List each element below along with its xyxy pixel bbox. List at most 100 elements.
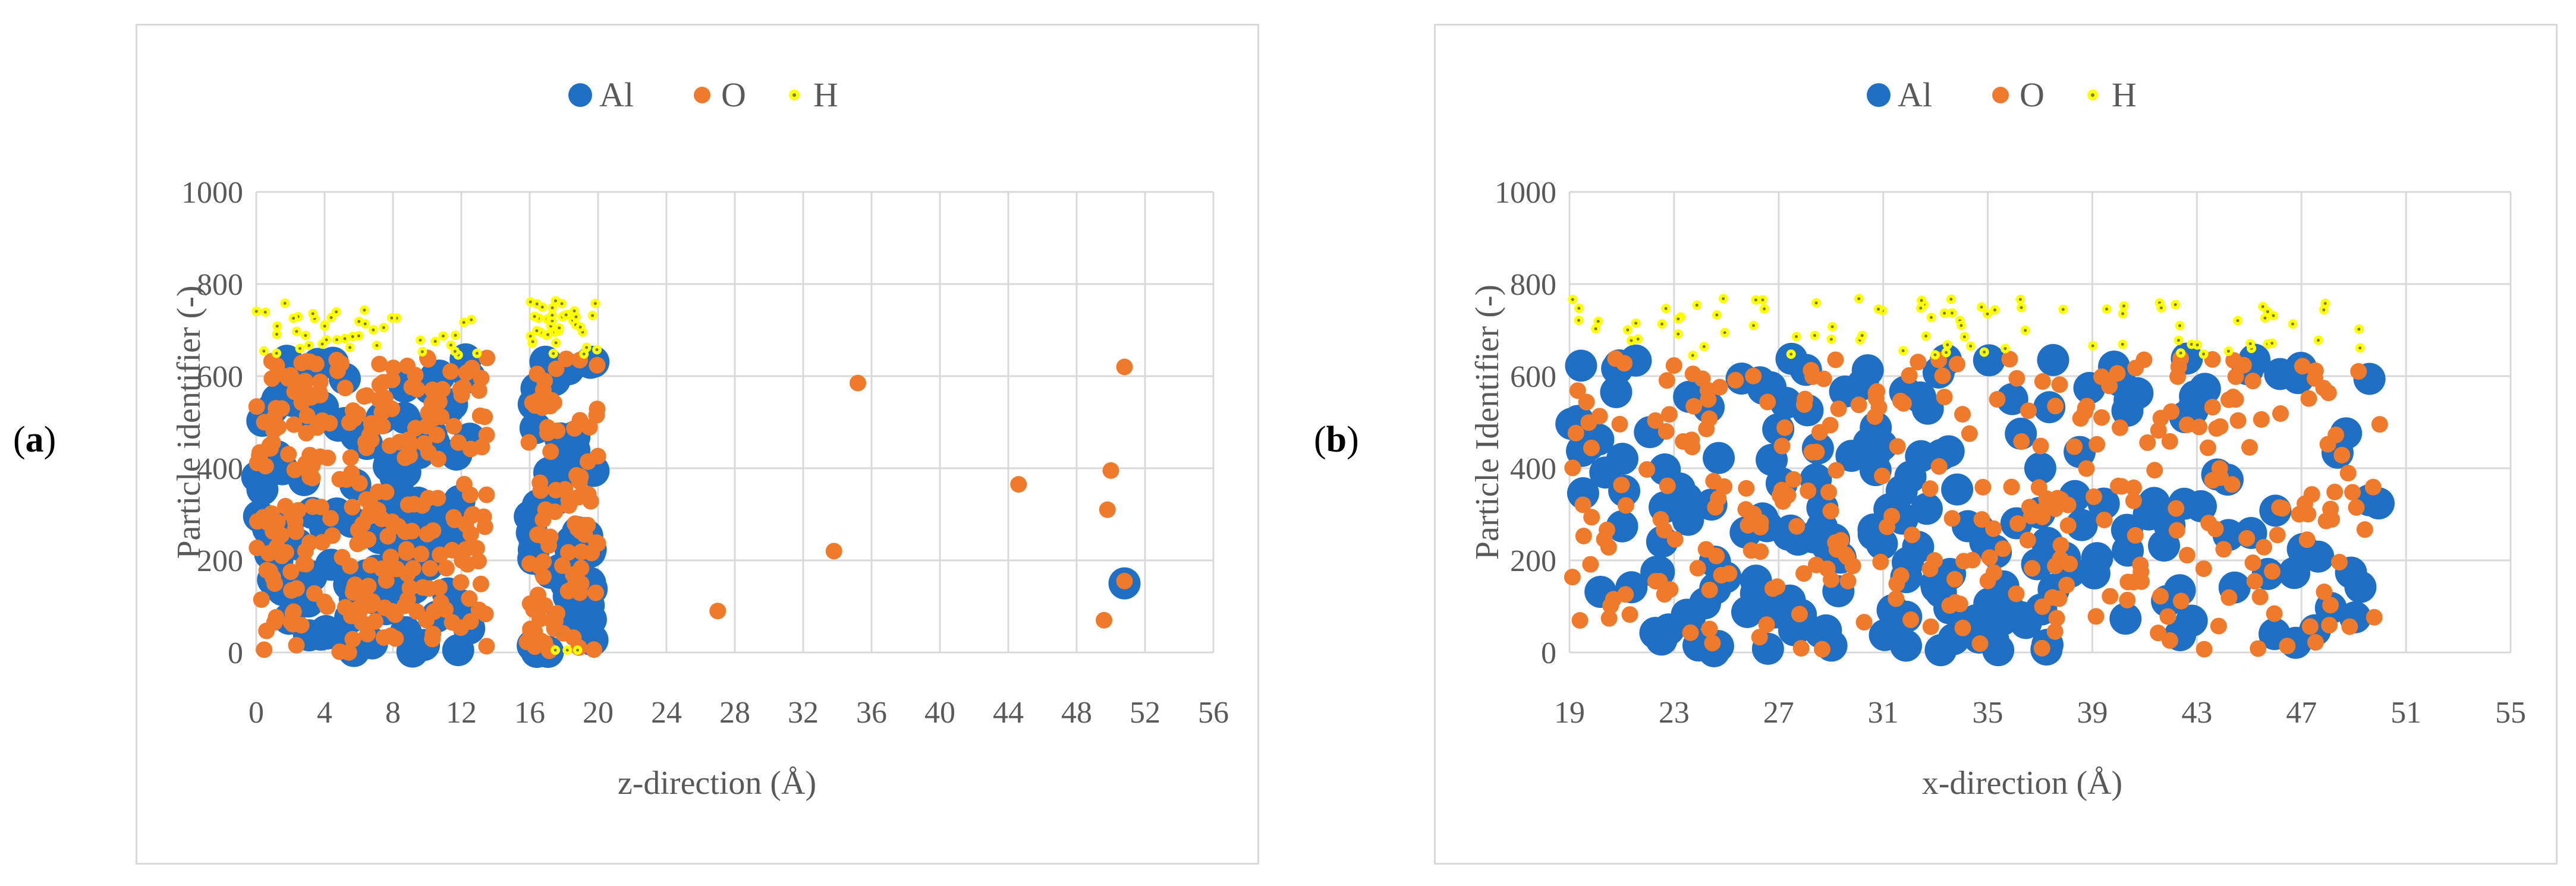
point-center-H: [1814, 301, 1818, 305]
point-O: [1116, 358, 1133, 376]
point-center-H: [298, 346, 302, 350]
point-O: [344, 402, 361, 419]
point-O: [1947, 594, 1964, 611]
point-O: [2085, 488, 2102, 505]
point-O: [344, 630, 361, 648]
point-O: [2356, 521, 2373, 538]
point-center-H: [262, 349, 266, 353]
point-O: [389, 518, 407, 535]
point-O: [446, 511, 463, 528]
point-O: [2066, 438, 2083, 455]
point-center-H: [576, 648, 579, 652]
point-O: [461, 590, 478, 607]
point-center-H: [470, 318, 473, 321]
legend-label-O: O: [721, 75, 746, 114]
point-O: [1866, 408, 1883, 425]
point-O: [1771, 487, 1788, 504]
point-center-H: [1571, 298, 1574, 301]
point-center-H: [329, 316, 333, 320]
point-O: [256, 414, 273, 431]
y-tick-label: 1000: [181, 176, 243, 210]
point-O: [316, 593, 333, 610]
point-O: [2300, 390, 2317, 407]
x-tick-label: 56: [1198, 696, 1229, 730]
point-O: [2298, 531, 2316, 548]
point-center-H: [565, 648, 569, 652]
point-O: [2307, 362, 2324, 379]
point-O: [2204, 399, 2221, 416]
point-center-H: [453, 349, 457, 353]
point-O: [2152, 588, 2169, 605]
point-O: [585, 641, 602, 658]
point-center-H: [1715, 313, 1719, 317]
point-Al: [1941, 473, 1974, 506]
point-center-H: [351, 335, 354, 338]
x-axis-title: x-direction (Å): [1922, 765, 2122, 802]
point-center-H: [1962, 335, 1966, 339]
point-center-H: [573, 309, 576, 313]
point-O: [2132, 573, 2150, 590]
point-O: [1611, 415, 1628, 433]
point-O: [533, 632, 550, 649]
point-center-H: [552, 352, 555, 355]
point-O: [2253, 411, 2270, 428]
point-O: [1710, 490, 1727, 507]
point-O: [2013, 433, 2030, 450]
point-center-H: [1596, 320, 1600, 323]
point-O: [1564, 459, 1581, 477]
point-O: [2150, 625, 2167, 642]
point-Al: [2184, 490, 2217, 522]
point-center-H: [1950, 311, 1954, 315]
point-O: [2364, 478, 2382, 496]
point-O: [1921, 560, 1939, 578]
point-O: [2087, 608, 2105, 625]
point-O: [2139, 434, 2156, 451]
point-center-H: [1594, 327, 1597, 330]
point-O: [1803, 444, 1820, 461]
point-Al: [1858, 437, 1891, 470]
point-O: [253, 591, 270, 608]
point-center-H: [1722, 297, 1725, 301]
point-O: [2294, 358, 2311, 375]
point-O: [261, 437, 278, 454]
point-O: [321, 415, 338, 432]
point-O: [2024, 560, 2041, 577]
point-O: [263, 505, 280, 522]
point-O: [588, 406, 605, 424]
point-center-H: [1636, 338, 1640, 341]
point-O: [2058, 576, 2075, 594]
point-O: [2271, 499, 2288, 516]
point-O: [374, 418, 391, 435]
point-center-H: [2003, 346, 2007, 350]
point-O: [534, 568, 552, 585]
point-O: [1981, 549, 1998, 566]
point-center-H: [1634, 321, 1638, 325]
point-center-H: [295, 330, 298, 333]
point-center-H: [2179, 351, 2182, 355]
point-O: [571, 584, 589, 601]
point-O: [311, 384, 328, 401]
point-O: [2172, 592, 2190, 610]
point-O: [2333, 446, 2351, 464]
y-tick-label: 400: [1510, 452, 1556, 486]
point-O: [362, 557, 379, 574]
point-Al: [1806, 511, 1838, 544]
point-O: [2089, 436, 2106, 453]
point-Al: [2113, 384, 2146, 417]
point-O: [2330, 554, 2348, 571]
point-O: [2102, 588, 2119, 605]
point-Al: [1600, 376, 1633, 408]
point-Al: [1973, 344, 2005, 377]
point-O: [304, 498, 321, 515]
point-center-H: [475, 352, 479, 355]
point-O: [1769, 578, 1786, 595]
point-Al: [1866, 528, 1898, 560]
point-O: [1697, 541, 1715, 558]
point-O: [1792, 639, 1810, 657]
point-O: [358, 387, 375, 404]
point-O: [2300, 506, 2317, 523]
point-O: [1892, 392, 1909, 409]
point-O: [2159, 608, 2176, 625]
point-O: [522, 623, 539, 641]
